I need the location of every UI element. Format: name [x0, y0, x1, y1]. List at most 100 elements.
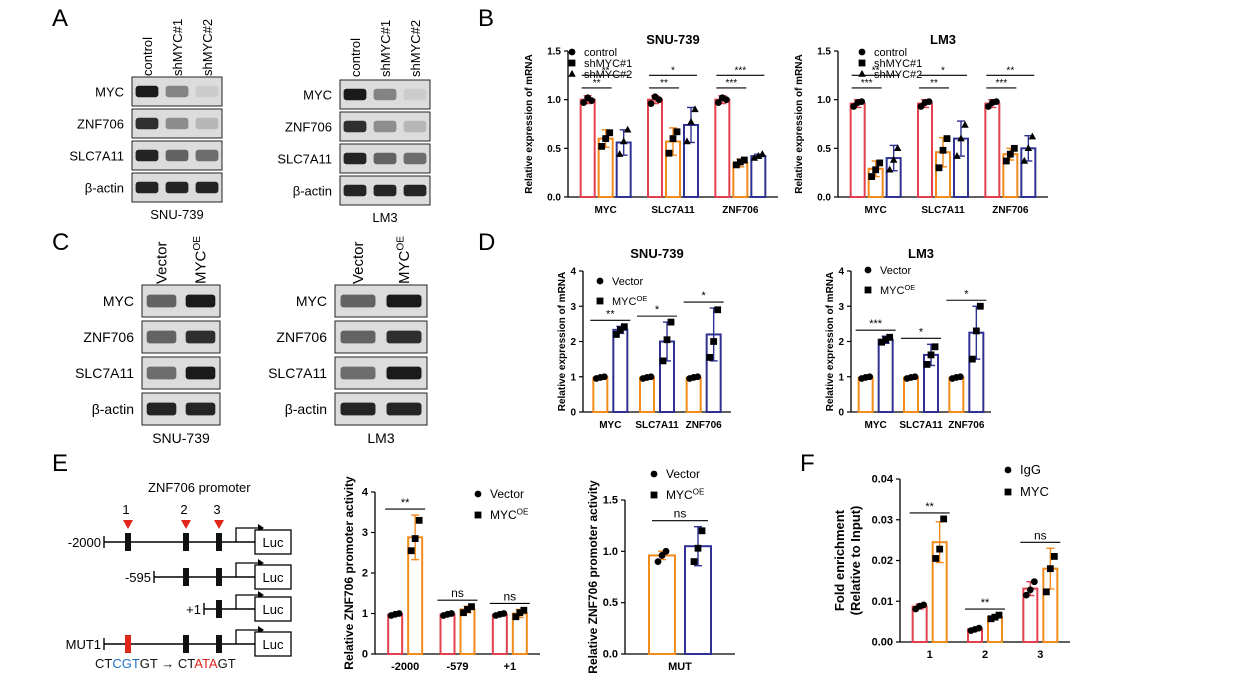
- blot-band: [195, 117, 219, 130]
- panel-letter-b: B: [478, 5, 494, 32]
- y-axis-label: Relative expression of mRNA: [794, 54, 805, 194]
- blot-band: [373, 120, 397, 133]
- bar: [387, 613, 404, 656]
- x-tick-label: 1: [927, 649, 933, 661]
- luc-label: Luc: [263, 570, 284, 585]
- bar: [877, 338, 894, 413]
- y-tick-label: 0.03: [872, 514, 893, 526]
- data-point: [395, 610, 403, 617]
- legend-marker: [474, 490, 482, 498]
- legend-label: MYCOE: [880, 283, 915, 297]
- protein-label: β-actin: [285, 401, 327, 417]
- y-tick-label: 4: [362, 487, 369, 499]
- data-point: [866, 373, 874, 381]
- blot-band: [340, 402, 376, 416]
- data-point: [620, 323, 628, 331]
- data-point: [858, 98, 866, 106]
- tss-arrow: [235, 562, 258, 577]
- legend-label: MYC: [1020, 484, 1049, 499]
- blot-band: [165, 117, 189, 130]
- legend-label-superscript: OE: [693, 487, 705, 496]
- y-tick-label: 1: [362, 608, 368, 620]
- construct-row: -595 Luc: [125, 559, 292, 590]
- x-tick-label: SLC7A11: [899, 420, 943, 431]
- blot-row-slc7a11: SLC7A11: [75, 356, 221, 390]
- legend-marker: [1004, 488, 1012, 496]
- x-tick-label: +1: [504, 661, 517, 673]
- x-tick-label: ZNF706: [686, 420, 723, 431]
- x-tick-label: SLC7A11: [651, 205, 695, 216]
- significance-label: **: [593, 78, 601, 89]
- data-point: [520, 606, 528, 614]
- data-point: [588, 97, 596, 105]
- legend-marker: [568, 59, 576, 67]
- luc-box: [254, 596, 292, 622]
- blot-band: [343, 88, 367, 101]
- panel-letter-d: D: [478, 229, 495, 256]
- binding-site: [125, 533, 131, 551]
- y-tick-label: 0.00: [872, 637, 893, 649]
- protein-label: MYC: [95, 85, 124, 100]
- legend-label-superscript: OE: [904, 283, 915, 292]
- data-point: [878, 338, 886, 346]
- data-point: [464, 606, 471, 613]
- y-tick-label: 0.0: [547, 193, 561, 204]
- data-point: [580, 99, 588, 106]
- x-tick-label: MYC: [865, 205, 887, 216]
- data-point: [889, 155, 898, 163]
- protein-label: ZNF706: [276, 329, 327, 345]
- data-point: [758, 150, 767, 157]
- data-point: [931, 343, 939, 351]
- data-point: [468, 603, 475, 611]
- luc-label: Luc: [263, 602, 284, 617]
- binding-site: [216, 600, 222, 618]
- bar: [439, 613, 456, 656]
- chart-B-b-snu739: 0.0 0.5 1.0 1.5 SNU-739 Relative expression o…: [524, 32, 778, 216]
- legend-label: MYCOE: [490, 507, 529, 522]
- data-point: [935, 164, 943, 172]
- blot-band: [146, 330, 177, 344]
- construct-row: +1 Luc: [186, 591, 292, 622]
- blot-band: [195, 181, 219, 194]
- data-point: [654, 558, 662, 565]
- bar: [948, 376, 965, 413]
- chart-B-b-lm3: 0.0 0.5 1.0 1.5 LM3 Relative expression of mR…: [794, 32, 1048, 216]
- blot-band: [386, 294, 422, 308]
- data-point: [683, 137, 691, 145]
- data-point: [690, 558, 698, 565]
- blot-band: [343, 184, 367, 197]
- data-point: [1020, 156, 1029, 164]
- blot-band: [185, 294, 216, 308]
- blot-band: [185, 366, 216, 380]
- y-tick-label: 1: [570, 372, 576, 383]
- blot-row-myc: MYC: [296, 284, 428, 318]
- data-point: [736, 158, 744, 166]
- data-point: [987, 615, 995, 623]
- mutation-sequence: CTCGTGT → CTATAGT: [95, 656, 236, 671]
- data-point: [1006, 150, 1014, 158]
- x-tick-label: MUT: [668, 661, 692, 673]
- significance-label: *: [671, 65, 675, 76]
- significance-label: **: [925, 501, 934, 513]
- data-point: [882, 336, 890, 344]
- legend-label: Vector: [666, 467, 700, 481]
- chart-title: LM3: [930, 32, 956, 47]
- blot-row-actin: β-actin: [293, 175, 431, 206]
- lane-label-base: MYC: [193, 251, 210, 285]
- data-point: [722, 96, 730, 104]
- y-tick-label: 2: [362, 568, 368, 580]
- legend-label-base: MYC: [490, 508, 517, 522]
- significance-label: **: [1006, 65, 1014, 76]
- data-point: [710, 338, 718, 345]
- legend-label: shMYC#1: [874, 58, 922, 70]
- data-point: [1042, 588, 1050, 596]
- y-tick-label: 0.5: [547, 144, 561, 155]
- lane-label-superscript: OE: [192, 236, 203, 251]
- cell-line-label: SNU-739: [150, 207, 203, 222]
- data-point: [694, 373, 702, 381]
- site-number: 3: [213, 502, 220, 517]
- panel-letter-c: C: [52, 229, 69, 256]
- lane-label: control: [348, 38, 363, 77]
